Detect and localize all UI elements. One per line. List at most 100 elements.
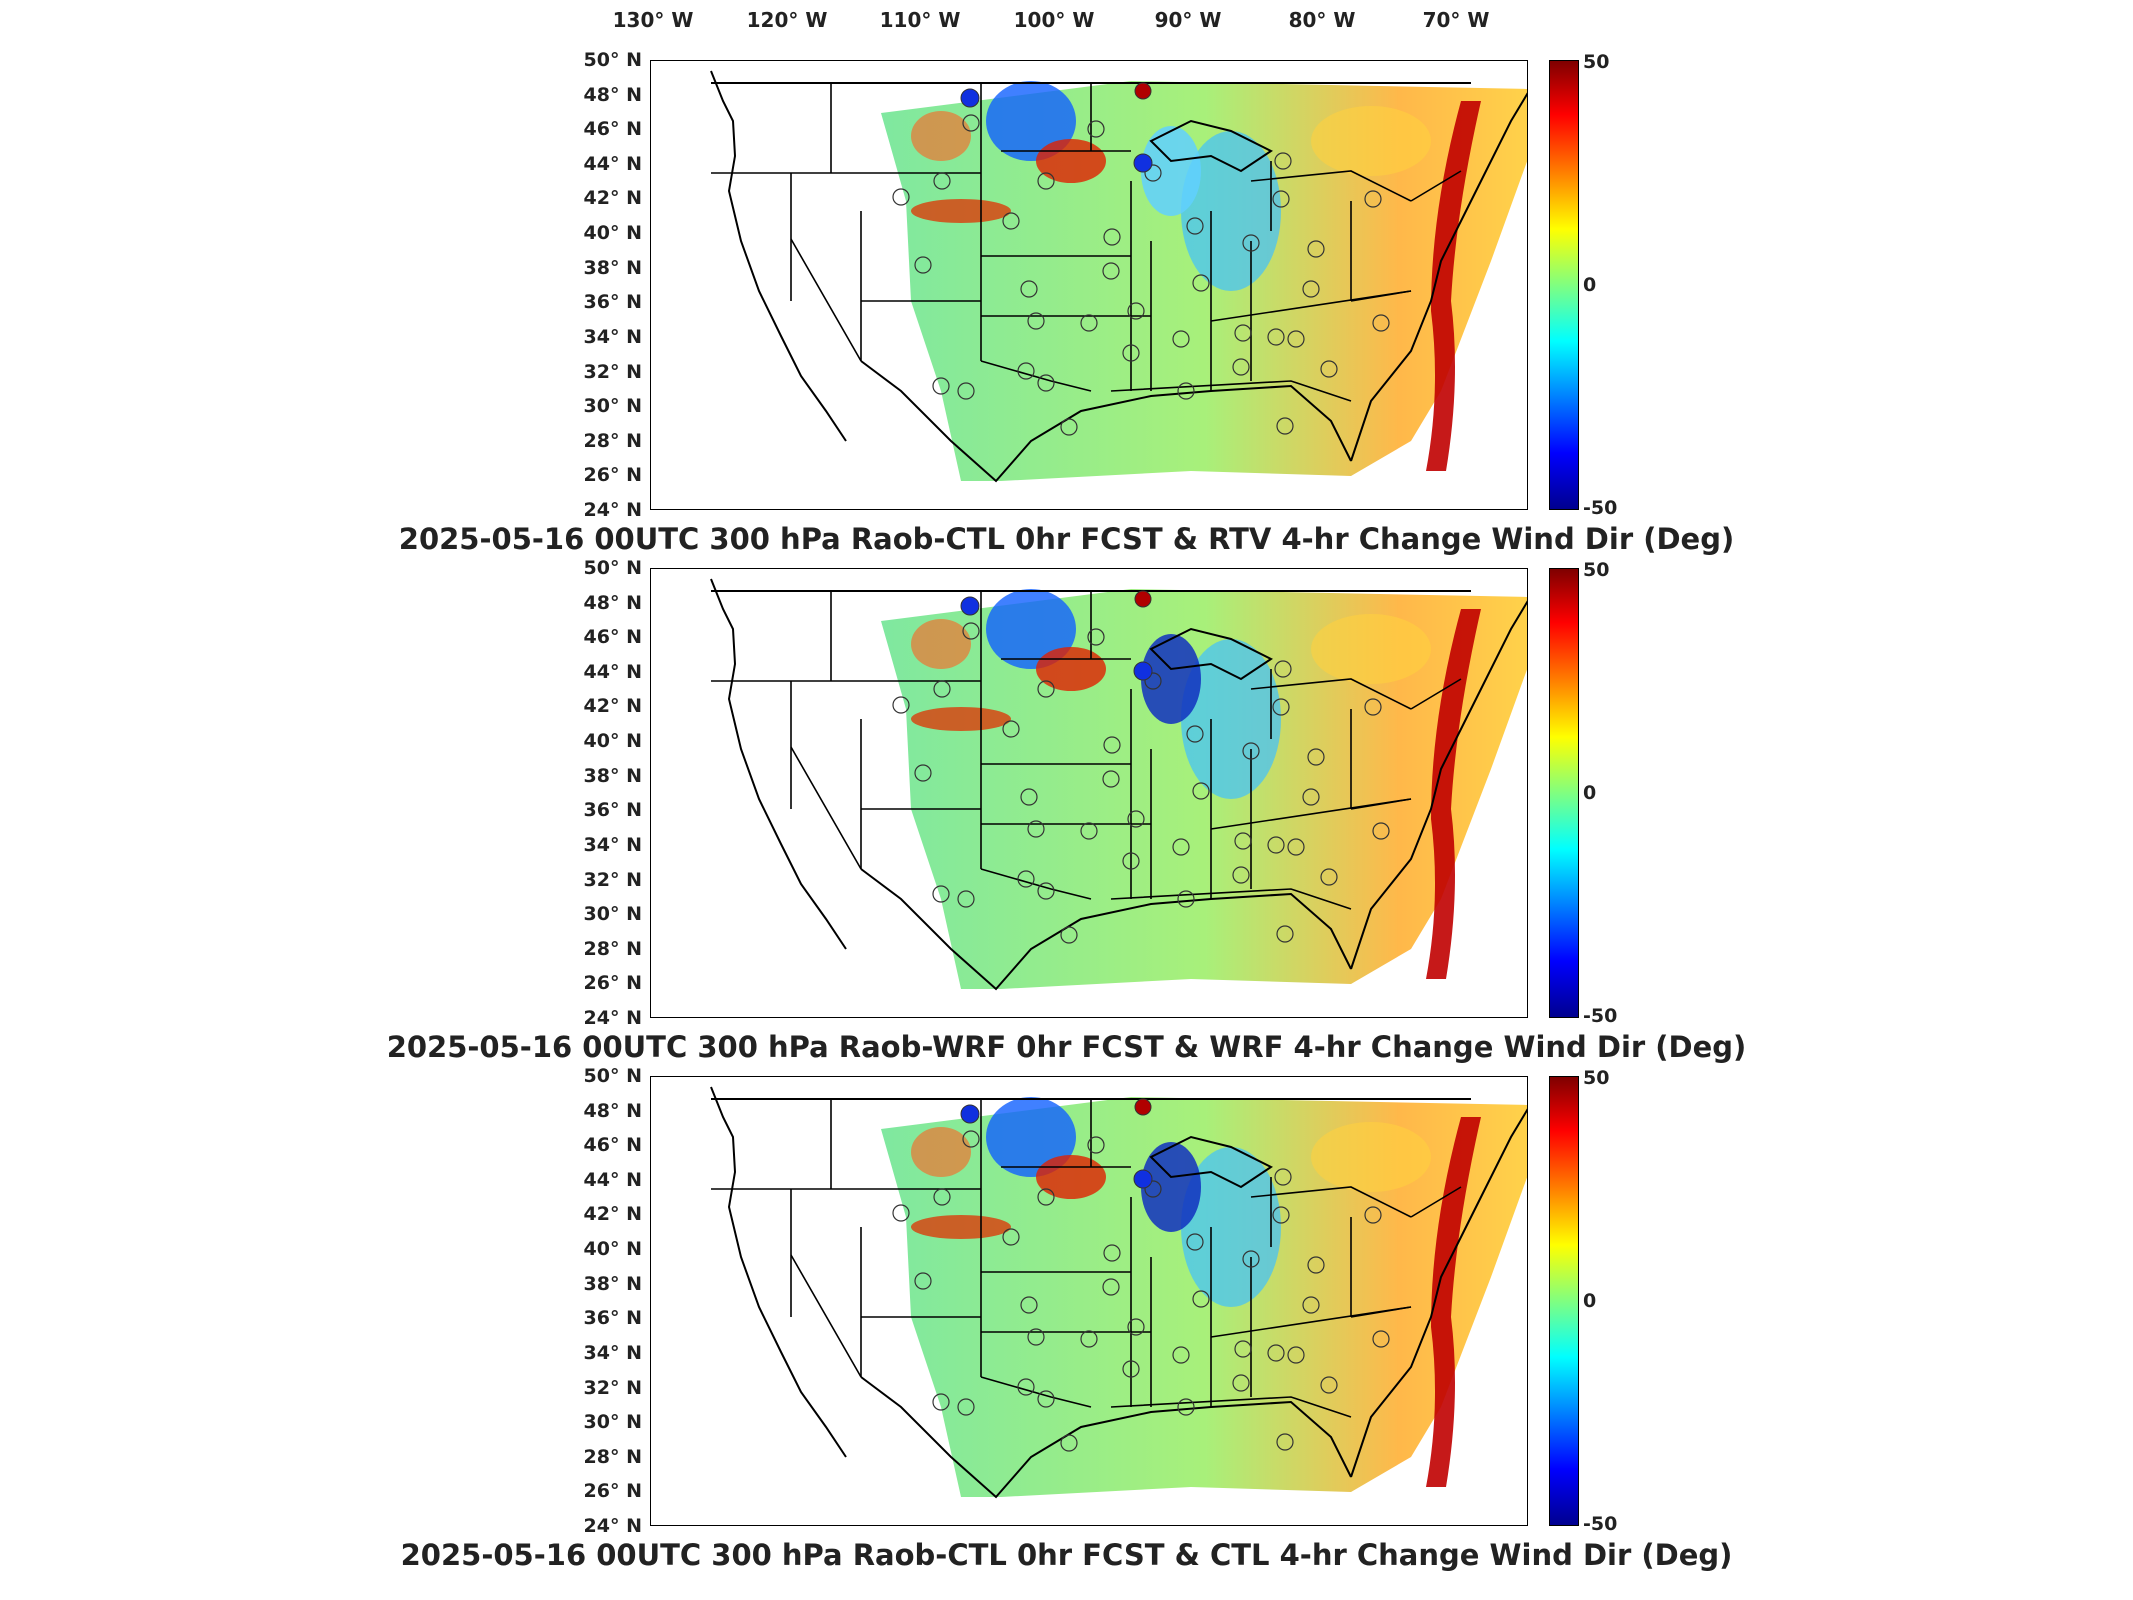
raob-station-marker	[932, 885, 950, 903]
raob-station-marker	[1037, 680, 1055, 698]
raob-station-marker	[1234, 324, 1252, 342]
negative-change-area	[986, 589, 1076, 669]
colorbar-mid-label: 0	[1583, 274, 1597, 296]
lon-label: 110° W	[879, 8, 961, 32]
model-domain-field	[881, 81, 1527, 481]
lat-label: 48° N	[583, 1099, 642, 1122]
raob-station-marker	[1127, 302, 1145, 320]
raob-station-marker	[1060, 926, 1078, 944]
state-boundary	[1350, 798, 1412, 810]
lat-label: 42° N	[583, 1203, 642, 1226]
map-panel-1: 50° N 48° N 46° N 44° N 42° N 40° N 38° N 36° N…	[0, 49, 2133, 560]
raob-station-marker	[1134, 1098, 1152, 1116]
raob-station-marker	[962, 622, 980, 640]
positive-change-area	[911, 707, 1011, 731]
raob-station-marker	[1080, 1330, 1098, 1348]
negative-change-area	[986, 1097, 1076, 1177]
raob-station-marker	[1307, 748, 1325, 766]
colorbar-min-label: -50	[1583, 1513, 1618, 1535]
lat-label: 32° N	[583, 1376, 642, 1399]
raob-station-marker	[1232, 1374, 1250, 1392]
lat-label: 28° N	[583, 937, 642, 960]
raob-station-marker	[1037, 172, 1055, 190]
lat-label: 38° N	[583, 256, 642, 279]
negative-change-area	[1181, 639, 1281, 799]
raob-station-marker	[1172, 1346, 1190, 1364]
positive-change-band	[1426, 101, 1481, 471]
state-boundary	[790, 1254, 862, 1378]
raob-station-marker	[1364, 698, 1382, 716]
raob-station-marker	[1102, 770, 1120, 788]
raob-station-marker	[1272, 190, 1290, 208]
positive-change-area	[1036, 1155, 1106, 1199]
west-coastline	[710, 1086, 847, 1458]
raob-station-marker	[960, 596, 980, 616]
raob-station-marker	[1320, 360, 1338, 378]
raob-station-marker	[1037, 1188, 1055, 1206]
lat-label: 26° N	[583, 464, 642, 487]
raob-station-marker	[1102, 262, 1120, 280]
raob-station-marker	[1122, 1360, 1140, 1378]
raob-station-marker	[1020, 1296, 1038, 1314]
state-boundary	[790, 238, 862, 362]
positive-change-area	[911, 1127, 971, 1177]
negative-change-area	[1181, 131, 1281, 291]
raob-station-marker	[932, 377, 950, 395]
raob-station-marker	[1103, 736, 1121, 754]
raob-station-marker	[957, 382, 975, 400]
positive-change-area	[911, 111, 971, 161]
lat-label: 48° N	[583, 83, 642, 106]
raob-station-marker	[1017, 870, 1035, 888]
lat-label: 44° N	[583, 660, 642, 683]
colorbar-max-label: 50	[1583, 51, 1610, 73]
map-plot-area	[650, 1076, 1528, 1526]
lat-label: 24° N	[583, 1007, 642, 1029]
raob-station-marker	[1276, 1433, 1294, 1451]
raob-station-marker	[1027, 1328, 1045, 1346]
raob-station-marker	[1287, 838, 1305, 856]
raob-station-marker	[892, 696, 910, 714]
lat-label: 46° N	[583, 1134, 642, 1157]
raob-station-marker	[1122, 852, 1140, 870]
lat-label: 48° N	[583, 591, 642, 614]
state-boundary	[980, 360, 1092, 392]
raob-station-marker	[1192, 1290, 1210, 1308]
lat-label: 40° N	[583, 730, 642, 753]
state-boundary	[1250, 1186, 1412, 1218]
negative-change-area	[1141, 126, 1201, 216]
raob-station-marker	[1372, 1330, 1390, 1348]
lon-label: 80° W	[1288, 8, 1356, 32]
lat-label: 38° N	[583, 1272, 642, 1295]
gulf-coastline	[860, 1376, 1352, 1499]
raob-station-marker	[1103, 228, 1121, 246]
raob-station-marker	[1302, 1296, 1320, 1314]
wind-direction-map	[710, 70, 1527, 483]
raob-station-marker	[1307, 1256, 1325, 1274]
lat-label: 42° N	[583, 187, 642, 210]
raob-station-marker	[1027, 820, 1045, 838]
lon-label: 120° W	[746, 8, 828, 32]
raob-station-marker	[933, 1188, 951, 1206]
state-boundary	[980, 1376, 1092, 1408]
lat-label: 24° N	[583, 499, 642, 521]
lat-label: 36° N	[583, 291, 642, 314]
raob-station-marker	[1037, 1390, 1055, 1408]
raob-station-marker	[1364, 190, 1382, 208]
colorbar-max-label: 50	[1583, 559, 1610, 581]
model-domain-field	[881, 1097, 1527, 1497]
raob-station-marker	[1267, 328, 1285, 346]
raob-station-marker	[1017, 1378, 1035, 1396]
raob-station-marker	[1020, 788, 1038, 806]
lat-label: 38° N	[583, 764, 642, 787]
raob-station-marker	[1122, 344, 1140, 362]
raob-station-marker	[1002, 1228, 1020, 1246]
colorbar	[1549, 1076, 1579, 1526]
positive-change-band	[1426, 609, 1481, 979]
raob-station-marker	[1192, 274, 1210, 292]
raob-station-marker	[1302, 788, 1320, 806]
lat-label: 50° N	[583, 557, 642, 579]
state-boundary	[790, 746, 862, 870]
wind-direction-map	[710, 578, 1527, 991]
lon-label: 70° W	[1422, 8, 1490, 32]
negative-change-area	[1181, 1147, 1281, 1307]
